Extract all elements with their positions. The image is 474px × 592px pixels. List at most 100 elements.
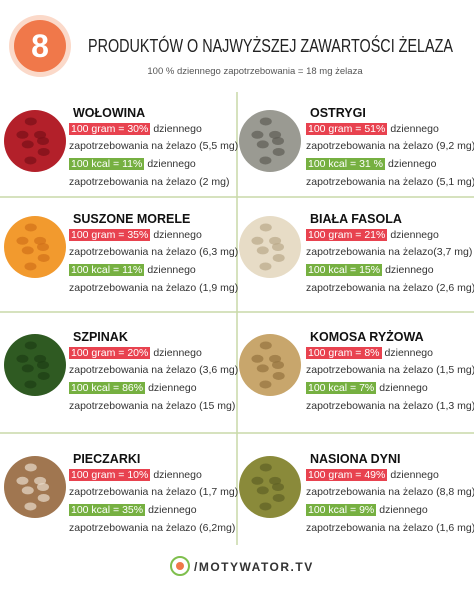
kcal-highlight: 100 kcal = 9% <box>306 504 377 516</box>
food-image <box>272 243 284 251</box>
food-image <box>4 110 66 172</box>
gram-highlight: 100 gram = 51% <box>306 123 388 135</box>
food-image <box>37 137 49 145</box>
kcal-line: 100 kcal = 11% dziennego <box>69 264 196 276</box>
kcal-rest: dziennego <box>388 158 437 170</box>
food-image <box>256 140 269 149</box>
gram-highlight: 100 gram = 21% <box>306 229 388 241</box>
kcal-highlight: 100 kcal = 11% <box>69 264 145 276</box>
gram-highlight: 100 gram = 8% <box>306 347 382 359</box>
food-image <box>24 341 37 350</box>
food-image <box>251 354 264 363</box>
food-image <box>269 130 282 139</box>
kcal-detail: zapotrzebowania na żelazo (1,3 mg) <box>306 400 474 412</box>
food-image <box>24 262 37 271</box>
gram-detail: zapotrzebowania na żelazo (8,8 mg) <box>306 486 474 498</box>
food-image <box>37 361 49 369</box>
item-name: PIECZARKI <box>73 452 141 466</box>
food-image <box>272 147 285 156</box>
kcal-highlight: 100 kcal = 86% <box>69 382 146 394</box>
gram-line: 100 gram = 49% dziennego <box>306 469 439 481</box>
gram-rest: dziennego <box>153 469 202 481</box>
item-name: SZPINAK <box>73 330 128 344</box>
gram-rest: dziennego <box>153 123 202 135</box>
kcal-detail: zapotrzebowania na żelazo (1,6 mg) <box>306 522 474 534</box>
gram-rest: dziennego <box>390 469 439 481</box>
subtitle: 100 % dziennego zapotrzebowania = 18 mg … <box>147 66 363 77</box>
gram-rest: dziennego <box>384 347 433 359</box>
food-image <box>259 463 272 472</box>
gram-highlight: 100 gram = 20% <box>69 347 151 359</box>
gram-line: 100 gram = 10% dziennego <box>69 469 202 481</box>
food-image <box>24 463 37 472</box>
food-image <box>4 216 66 278</box>
gram-line: 100 gram = 21% dziennego <box>306 229 439 241</box>
food-image <box>37 371 50 380</box>
gram-rest: dziennego <box>153 229 202 241</box>
kcal-line: 100 kcal = 35% dziennego <box>69 504 197 516</box>
logo <box>170 556 190 576</box>
kcal-detail: zapotrzebowania na żelazo (5,1 mg) <box>306 176 474 188</box>
food-image <box>4 456 66 518</box>
gram-detail: zapotrzebowania na żelazo (5,5 mg) <box>69 140 239 152</box>
kcal-line: 100 kcal = 86% dziennego <box>69 382 197 394</box>
kcal-rest: dziennego <box>385 264 434 276</box>
food-image <box>272 253 285 262</box>
food-image <box>34 476 47 485</box>
item-name: KOMOSA RYŻOWA <box>310 330 424 344</box>
footer-brand: /MOTYWATOR.TV <box>194 560 314 574</box>
kcal-rest: dziennego <box>148 382 197 394</box>
food-image <box>24 223 37 232</box>
gram-line: 100 gram = 51% dziennego <box>306 123 439 135</box>
food-image <box>21 140 34 149</box>
food-image <box>272 493 285 502</box>
food-image <box>16 236 29 245</box>
kcal-line: 100 kcal = 15% dziennego <box>306 264 434 276</box>
kcal-highlight: 100 kcal = 31 % <box>306 158 386 170</box>
food-image <box>34 236 47 245</box>
gram-detail: zapotrzebowania na żelazo (3,6 mg) <box>69 364 239 376</box>
gram-detail: zapotrzebowania na żelazo (6,3 mg) <box>69 246 239 258</box>
kcal-highlight: 100 kcal = 35% <box>69 504 146 516</box>
kcal-line: 100 kcal = 11% dziennego <box>69 158 196 170</box>
gram-rest: dziennego <box>390 229 439 241</box>
kcal-line: 100 kcal = 7% dziennego <box>306 382 428 394</box>
title: PRODUKTÓW O NAJWYŻSZEJ ZAWARTOŚCI ŻELAZA <box>88 35 453 56</box>
food-image <box>272 483 284 491</box>
gram-line: 100 gram = 8% dziennego <box>306 347 433 359</box>
food-image <box>259 341 272 350</box>
kcal-rest: dziennego <box>148 504 197 516</box>
gram-line: 100 gram = 30% dziennego <box>69 123 202 135</box>
badge-number: 8 <box>31 28 49 64</box>
food-image <box>24 156 37 165</box>
gram-detail: zapotrzebowania na żelazo (1,5 mg) <box>306 364 474 376</box>
food-image <box>259 117 272 126</box>
food-image <box>256 246 269 255</box>
gram-line: 100 gram = 35% dziennego <box>69 229 202 241</box>
kcal-detail: zapotrzebowania na żelazo (6,2mg) <box>69 522 236 534</box>
gram-detail: zapotrzebowania na żelazo (1,7 mg) <box>69 486 239 498</box>
item-name: WOŁOWINA <box>73 106 146 120</box>
food-image <box>272 361 284 369</box>
logo-dot <box>176 562 184 570</box>
gram-highlight: 100 gram = 30% <box>69 123 151 135</box>
food-image <box>34 130 47 139</box>
food-image <box>239 334 301 396</box>
kcal-detail: zapotrzebowania na żelazo (15 mg) <box>69 400 236 412</box>
food-image <box>251 476 264 485</box>
item-name: NASIONA DYNI <box>310 452 401 466</box>
gram-rest: dziennego <box>390 123 439 135</box>
item-name: OSTRYGI <box>310 106 366 120</box>
kcal-detail: zapotrzebowania na żelazo (2 mg) <box>69 176 230 188</box>
food-image <box>37 147 50 156</box>
gram-highlight: 100 gram = 49% <box>306 469 388 481</box>
kcal-rest: dziennego <box>147 264 196 276</box>
food-image <box>259 502 272 511</box>
gram-rest: dziennego <box>153 347 202 359</box>
food-image <box>259 380 272 389</box>
kcal-detail: zapotrzebowania na żelazo (1,9 mg) <box>69 282 239 294</box>
food-image <box>37 483 49 491</box>
item-name: BIAŁA FASOLA <box>310 212 402 226</box>
